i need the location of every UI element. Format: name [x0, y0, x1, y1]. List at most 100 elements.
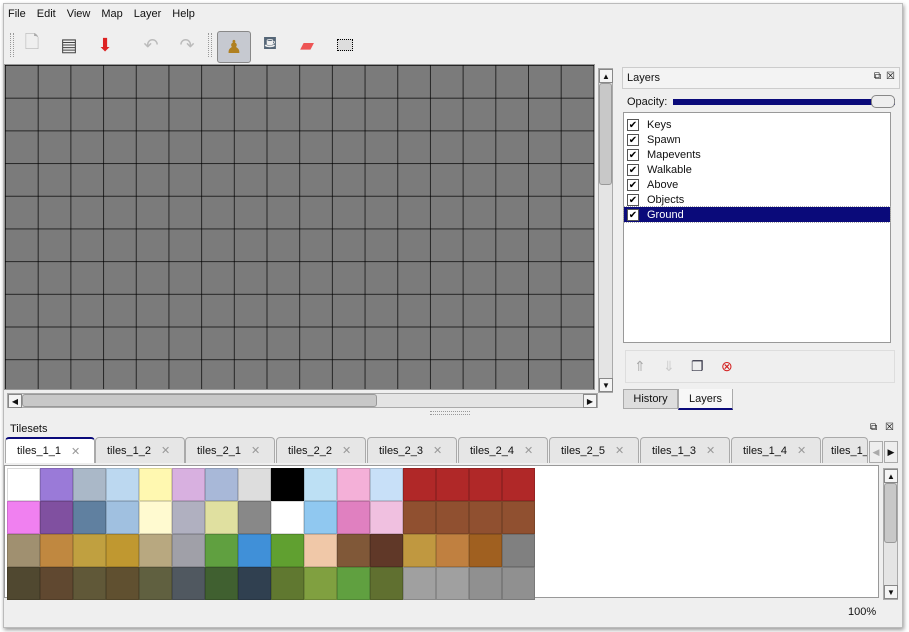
tile[interactable] — [73, 468, 106, 501]
layer-visibility-checkbox[interactable]: ✔ — [627, 208, 639, 221]
float-icon[interactable]: ⧉ — [873, 71, 881, 82]
tileset-tab[interactable]: tiles_1_3 ✕ — [640, 437, 730, 463]
tile[interactable] — [370, 468, 403, 501]
tileset-tab[interactable]: tiles_1_2 ✕ — [95, 437, 185, 463]
layer-row[interactable]: ✔ Keys — [624, 117, 890, 132]
tile[interactable] — [502, 468, 535, 501]
tile[interactable] — [106, 468, 139, 501]
tile[interactable] — [40, 567, 73, 600]
lower-layer-icon[interactable]: ⇓ — [663, 358, 675, 374]
tile[interactable] — [304, 501, 337, 534]
close-tab-icon[interactable]: ✕ — [161, 445, 171, 457]
tile[interactable] — [205, 567, 238, 600]
menu-file[interactable]: File — [8, 8, 26, 20]
scroll-right-arrow[interactable]: ▶ — [583, 394, 597, 408]
close-tab-icon[interactable]: ✕ — [342, 445, 352, 457]
tab-layers[interactable]: Layers — [678, 389, 733, 410]
tab-history[interactable]: History — [623, 389, 678, 409]
scroll-down-arrow[interactable]: ▼ — [884, 585, 898, 599]
tile[interactable] — [436, 468, 469, 501]
tile[interactable] — [337, 468, 370, 501]
tile[interactable] — [40, 501, 73, 534]
raise-layer-icon[interactable]: ⇑ — [634, 358, 646, 374]
tile[interactable] — [7, 468, 40, 501]
close-tab-icon[interactable]: ✕ — [524, 445, 534, 457]
tile[interactable] — [172, 501, 205, 534]
tile[interactable] — [337, 567, 370, 600]
eraser-button[interactable]: ▰ — [292, 28, 322, 62]
scroll-up-arrow[interactable]: ▲ — [884, 469, 898, 483]
layer-visibility-checkbox[interactable]: ✔ — [627, 133, 639, 146]
tile[interactable] — [502, 501, 535, 534]
tile[interactable] — [139, 501, 172, 534]
tile[interactable] — [238, 501, 271, 534]
open-button[interactable]: ▤ — [54, 28, 84, 62]
tile[interactable] — [436, 501, 469, 534]
tile[interactable] — [337, 501, 370, 534]
tile[interactable] — [304, 534, 337, 567]
tileset-tab[interactable]: tiles_1_1 ✕ — [5, 437, 95, 463]
tile[interactable] — [502, 567, 535, 600]
tile[interactable] — [106, 567, 139, 600]
map-vertical-scrollbar[interactable]: ▲ ▼ — [598, 68, 613, 393]
opacity-slider[interactable] — [673, 95, 895, 108]
layer-row[interactable]: ✔ Objects — [624, 192, 890, 207]
duplicate-layer-icon[interactable]: ❐ — [691, 358, 704, 374]
layer-visibility-checkbox[interactable]: ✔ — [627, 193, 639, 206]
tile[interactable] — [238, 534, 271, 567]
tile[interactable] — [370, 501, 403, 534]
tile[interactable] — [469, 468, 502, 501]
tile[interactable] — [238, 468, 271, 501]
close-tab-icon[interactable]: ✕ — [706, 445, 716, 457]
tileset-tab[interactable]: tiles_1_4 ✕ — [731, 437, 821, 463]
close-tab-icon[interactable]: ✕ — [71, 445, 81, 458]
close-tab-icon[interactable]: ✕ — [251, 445, 261, 457]
undo-button[interactable]: ↶ — [136, 28, 166, 62]
tile[interactable] — [271, 534, 304, 567]
stamp-brush-button[interactable]: ♟ — [217, 31, 251, 63]
layer-row[interactable]: ✔ Mapevents — [624, 147, 890, 162]
tile[interactable] — [238, 567, 271, 600]
tileset-vertical-scrollbar[interactable]: ▲ ▼ — [883, 468, 898, 600]
tile[interactable] — [370, 567, 403, 600]
tile[interactable] — [436, 534, 469, 567]
float-icon[interactable]: ⧉ — [870, 422, 878, 433]
tile[interactable] — [139, 468, 172, 501]
menu-map[interactable]: Map — [101, 8, 123, 20]
scroll-down-arrow[interactable]: ▼ — [599, 378, 613, 392]
tile[interactable] — [40, 468, 73, 501]
delete-layer-icon[interactable]: ⊗ — [721, 358, 733, 374]
tileset-tab[interactable]: tiles_2_2 ✕ — [276, 437, 366, 463]
menu-edit[interactable]: Edit — [36, 8, 56, 20]
close-tab-icon[interactable]: ✕ — [433, 445, 443, 457]
tile[interactable] — [271, 468, 304, 501]
tileset-tab[interactable]: tiles_2_4 ✕ — [458, 437, 548, 463]
bucket-fill-button[interactable]: ⛾ — [255, 28, 285, 62]
layer-row[interactable]: ✔ Walkable — [624, 162, 890, 177]
tileset-tab[interactable]: tiles_2_5 ✕ — [549, 437, 639, 463]
tile[interactable] — [139, 567, 172, 600]
tile[interactable] — [205, 534, 238, 567]
tile[interactable] — [403, 567, 436, 600]
layer-row[interactable]: ✔ Ground — [623, 206, 891, 223]
layer-visibility-checkbox[interactable]: ✔ — [627, 118, 639, 131]
tile[interactable] — [403, 501, 436, 534]
close-tab-icon[interactable]: ✕ — [797, 445, 807, 457]
tile[interactable] — [370, 534, 403, 567]
tile[interactable] — [403, 534, 436, 567]
tile[interactable] — [205, 468, 238, 501]
tile[interactable] — [40, 534, 73, 567]
layer-visibility-checkbox[interactable]: ✔ — [627, 178, 639, 191]
tileset-view[interactable] — [4, 465, 879, 600]
save-button[interactable]: ⬇ — [90, 28, 120, 62]
tileset-tab[interactable]: tiles_1_ — [822, 437, 868, 463]
tile[interactable] — [469, 567, 502, 600]
tile[interactable] — [73, 567, 106, 600]
tile[interactable] — [436, 567, 469, 600]
tile[interactable] — [73, 501, 106, 534]
close-icon[interactable]: ☒ — [885, 422, 894, 433]
toolbar-grip[interactable] — [10, 33, 14, 57]
layer-row[interactable]: ✔ Spawn — [624, 132, 890, 147]
rect-select-button[interactable] — [330, 28, 360, 62]
layer-visibility-checkbox[interactable]: ✔ — [627, 148, 639, 161]
